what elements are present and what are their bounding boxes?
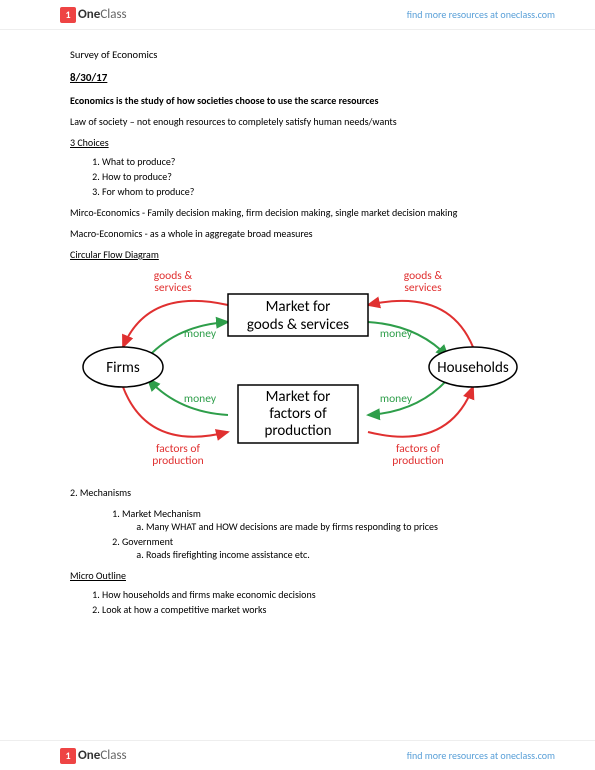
svg-text:money: money <box>379 392 412 406</box>
page-footer: 1 OneClass find more resources at onecla… <box>0 740 595 770</box>
node-market-fp: Market for <box>265 388 330 406</box>
svg-text:production: production <box>264 422 331 440</box>
macro-def: Macro-Economics - as a whole in aggregat… <box>70 227 525 240</box>
logo: 1 OneClass <box>60 7 127 23</box>
svg-text:production: production <box>392 454 443 468</box>
list-item: Look at how a competitive market works <box>102 603 525 616</box>
list-item: Market Mechanism Many WHAT and HOW decis… <box>122 507 525 533</box>
svg-text:goods & services: goods & services <box>246 316 348 334</box>
page-header: 1 OneClass find more resources at onecla… <box>0 0 595 30</box>
micro-outline-list: How households and firms make economic d… <box>102 588 525 616</box>
logo: 1 OneClass <box>60 748 127 764</box>
node-households: Households <box>437 359 509 377</box>
date-heading: 8/30/17 <box>70 71 525 84</box>
mechanisms-heading: 2. Mechanisms <box>70 486 525 499</box>
circular-flow-diagram: Market for goods & services Market for f… <box>70 267 525 472</box>
label-money: money <box>183 327 216 341</box>
logo-icon: 1 <box>60 748 76 764</box>
survey-title: Survey of Economics <box>70 48 525 61</box>
law-of-society: Law of society – not enough resources to… <box>70 115 525 128</box>
flow-heading: Circular Flow Diagram <box>70 248 525 261</box>
list-item: What to produce? <box>102 155 525 168</box>
micro-def: Mirco-Economics - Family decision making… <box>70 206 525 219</box>
micro-outline-heading: Micro Outline <box>70 569 525 582</box>
header-link[interactable]: find more resources at oneclass.com <box>407 8 555 21</box>
list-item: Many WHAT and HOW decisions are made by … <box>146 520 525 533</box>
logo-icon: 1 <box>60 7 76 23</box>
logo-text: OneClass <box>78 7 127 22</box>
svg-text:money: money <box>379 327 412 341</box>
choices-heading: 3 Choices <box>70 136 525 149</box>
svg-text:production: production <box>152 454 203 468</box>
svg-text:services: services <box>404 281 442 295</box>
list-item: For whom to produce? <box>102 185 525 198</box>
node-market-gs: Market for <box>265 298 330 316</box>
definition: Economics is the study of how societies … <box>70 94 525 107</box>
mechanisms-list: Market Mechanism Many WHAT and HOW decis… <box>122 507 525 561</box>
flow-svg: Market for goods & services Market for f… <box>78 267 518 472</box>
node-firms: Firms <box>106 359 140 377</box>
document-body: Survey of Economics 8/30/17 Economics is… <box>0 30 595 616</box>
svg-text:money: money <box>183 392 216 406</box>
list-item: Government Roads firefighting income ass… <box>122 535 525 561</box>
list-item: Roads firefighting income assistance etc… <box>146 548 525 561</box>
list-item: How to produce? <box>102 170 525 183</box>
svg-text:services: services <box>154 281 192 295</box>
logo-text: OneClass <box>78 748 127 763</box>
svg-text:factors of: factors of <box>269 405 327 423</box>
list-item: How households and firms make economic d… <box>102 588 525 601</box>
choices-list: What to produce? How to produce? For who… <box>102 155 525 198</box>
footer-link[interactable]: find more resources at oneclass.com <box>407 749 555 762</box>
